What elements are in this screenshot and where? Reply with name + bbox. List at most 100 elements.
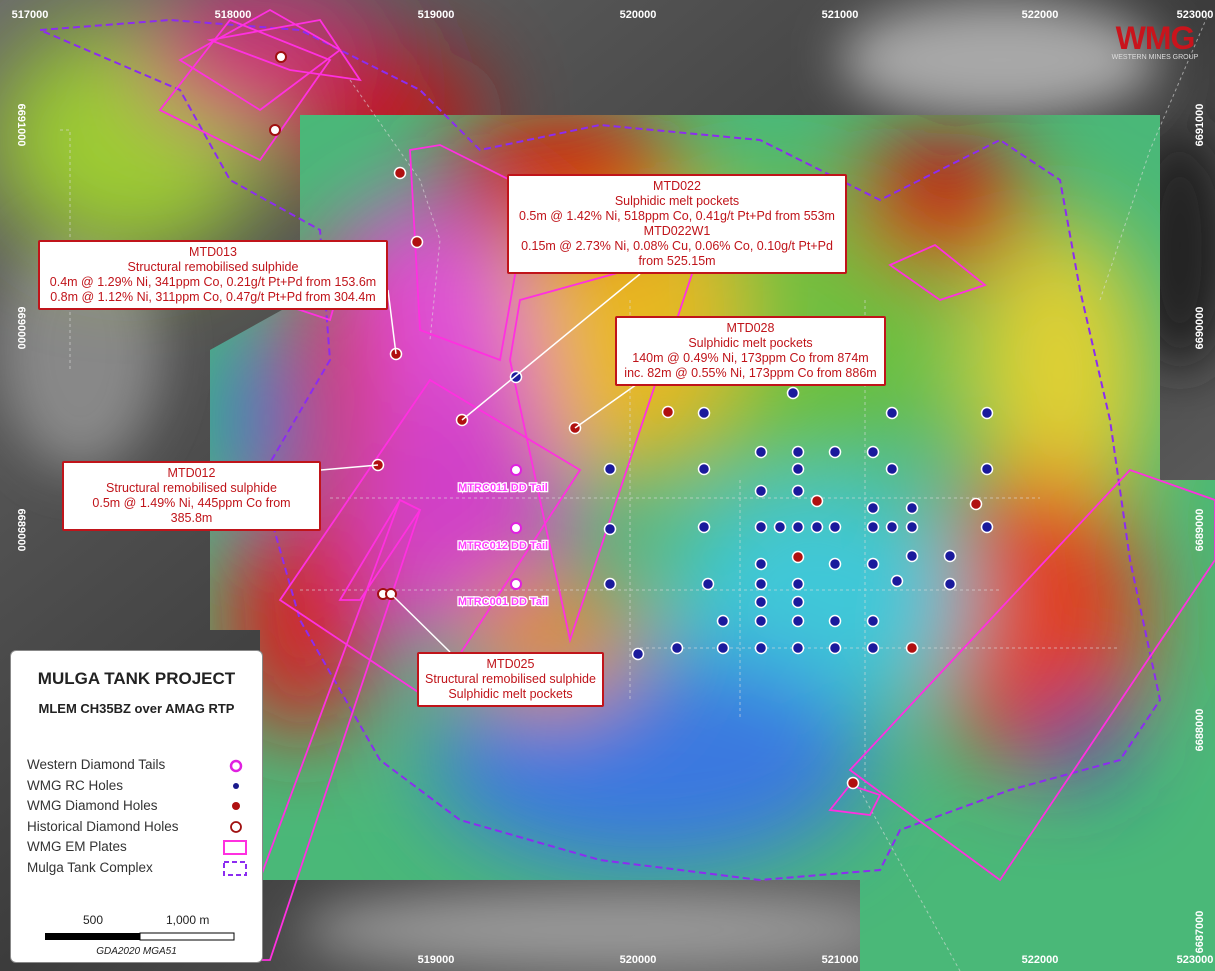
rc-hole — [828, 445, 842, 459]
logo: WMG WESTERN MINES GROUP — [1105, 22, 1205, 61]
logo-name: WMG — [1115, 20, 1196, 56]
rc-hole — [773, 520, 787, 534]
rc-hole — [828, 614, 842, 628]
grid-label-right: 6690000 — [1194, 307, 1206, 350]
rc-hole — [905, 501, 919, 515]
scale-label: 500 — [83, 913, 104, 927]
rc-hole — [786, 386, 800, 400]
legend: MULGA TANK PROJECT MLEM CH35BZ over AMAG… — [10, 650, 263, 963]
grid-label-right: 6691000 — [1194, 104, 1206, 147]
rc-hole — [890, 574, 904, 588]
rc-hole — [828, 557, 842, 571]
callout-line: MTD022W1 — [643, 224, 711, 238]
rc-hole — [885, 406, 899, 420]
rc-hole — [791, 577, 805, 591]
rc-hole — [754, 595, 768, 609]
callout-line: 0.5m @ 1.42% Ni, 518ppm Co, 0.41g/t Pt+P… — [519, 209, 835, 223]
diamond-hole — [410, 235, 424, 249]
diamond-hole — [905, 641, 919, 655]
leader — [461, 273, 641, 421]
rc-hole — [866, 641, 880, 655]
rc-hole — [905, 520, 919, 534]
legend-item: WMG Diamond Holes — [27, 798, 158, 813]
callout-line: MTD012 — [167, 466, 216, 480]
callout-line: MTD022 — [653, 179, 701, 193]
diamond-hole — [791, 550, 805, 564]
callout-line: MTD013 — [189, 245, 237, 259]
diamond-hole — [846, 776, 860, 790]
rc-hole — [754, 557, 768, 571]
rc-hole — [810, 520, 824, 534]
grid-label-top: 520000 — [620, 9, 657, 21]
tail-label: MTRC011 DD Tail — [458, 482, 548, 494]
historical-hole — [269, 124, 281, 136]
western-tail — [510, 522, 522, 534]
rc-hole — [791, 641, 805, 655]
legend-item: Historical Diamond Holes — [27, 818, 179, 834]
diamond-hole — [661, 405, 675, 419]
callout-leaders — [320, 273, 641, 653]
rc-hole — [866, 501, 880, 515]
rc-hole — [791, 445, 805, 459]
rc-hole — [791, 462, 805, 476]
rc-hole — [980, 462, 994, 476]
grid-label-left: 6691000 — [15, 104, 27, 147]
rc-hole — [866, 557, 880, 571]
callout: MTD022 Sulphidic melt pockets 0.5m @ 1.42%… — [507, 174, 847, 274]
rc-hole — [716, 614, 730, 628]
callout: MTD013 Structural remobilised sulphide 0.4… — [38, 240, 388, 310]
rc-hole — [754, 445, 768, 459]
western-tail — [510, 578, 522, 590]
diamond-hole — [969, 497, 983, 511]
diamond-hole — [393, 166, 407, 180]
legend-item: Mulga Tank Complex — [27, 859, 153, 875]
rc-hole — [754, 641, 768, 655]
callout: MTD028 Sulphidic melt pockets 140m @ 0.49%… — [615, 316, 886, 386]
rc-hole — [754, 520, 768, 534]
rc-hole — [754, 484, 768, 498]
legend-subtitle: MLEM CH35BZ over AMAG RTP — [38, 701, 235, 716]
callout-line: Structural remobilised sulphide — [106, 481, 277, 495]
rc-hole — [885, 520, 899, 534]
grid-label-top: 518000 — [215, 9, 252, 21]
grid-label-bottom: 520000 — [620, 954, 657, 966]
rc-hole — [828, 520, 842, 534]
grid-label-left: 6689000 — [15, 509, 27, 552]
grid-label-top: 517000 — [12, 9, 49, 21]
logo-tagline: WESTERN MINES GROUP — [1111, 54, 1199, 61]
leader — [574, 381, 641, 429]
scale-label: 1,000 m — [166, 913, 210, 927]
crs: GDA2020 MGA51 — [96, 946, 177, 957]
rc-hole — [754, 577, 768, 591]
legend-title: MULGA TANK PROJECT — [37, 669, 236, 688]
grid-label-bottom: 523000 — [1177, 954, 1214, 966]
rc-hole — [716, 641, 730, 655]
rc-hole — [866, 614, 880, 628]
grid-label-left: 6690000 — [15, 307, 27, 350]
drill-holes — [269, 51, 994, 790]
callout-line: MTD025 — [486, 657, 535, 671]
rc-hole — [697, 520, 711, 534]
tail-label: MTRC001 DD Tail — [458, 596, 548, 608]
grid-label-bottom: 522000 — [1022, 954, 1059, 966]
callout-line: Sulphidic melt pockets — [448, 687, 573, 701]
rc-hole — [866, 445, 880, 459]
rc-hole — [791, 520, 805, 534]
callout-line: Structural remobilised sulphide — [425, 672, 596, 686]
callout-line: 0.5m @ 1.49% Ni, 445ppm Co from 385.8m — [92, 496, 291, 525]
historical-hole — [275, 51, 287, 63]
rc-hole — [754, 614, 768, 628]
callout-line: from 525.15m — [638, 254, 716, 268]
rc-hole — [943, 549, 957, 563]
rc-hole — [670, 641, 684, 655]
grid-label-right: 6689000 — [1194, 509, 1206, 552]
tail-label: MTRC012 DD Tail — [458, 540, 548, 552]
leader — [320, 464, 379, 471]
rc-hole — [791, 595, 805, 609]
rc-hole — [701, 577, 715, 591]
legend-item: Western Diamond Tails — [27, 757, 166, 772]
complex-outline — [39, 18, 1162, 882]
rc-hole — [905, 549, 919, 563]
legend-item: WMG RC Holes — [27, 777, 124, 793]
